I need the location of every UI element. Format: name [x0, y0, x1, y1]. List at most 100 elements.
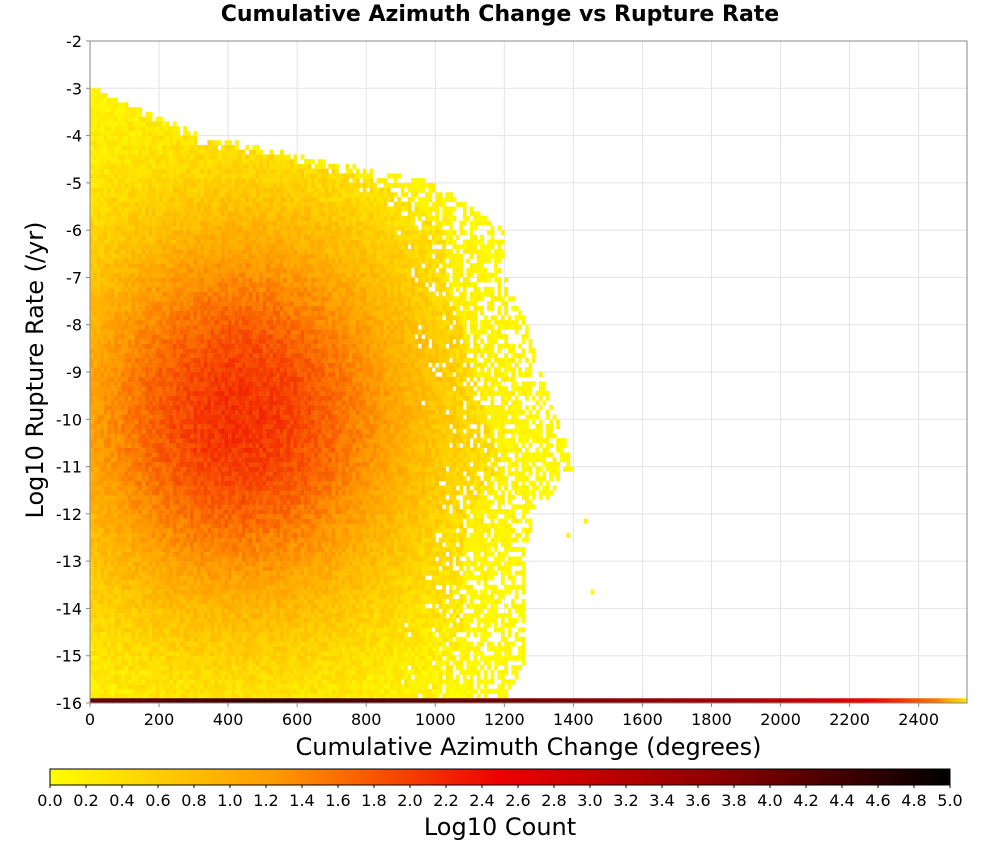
heatmap-bin: [328, 665, 332, 671]
heatmap-bin: [255, 646, 260, 652]
heatmap-bin: [310, 551, 315, 557]
heatmap-bin: [455, 551, 460, 557]
heatmap-bin: [321, 575, 326, 581]
heatmap-bin: [487, 617, 491, 623]
heatmap-bin: [366, 608, 370, 614]
heatmap-bin: [127, 570, 132, 576]
heatmap-bin: [390, 499, 395, 505]
heatmap-bin: [511, 513, 515, 519]
heatmap-bin: [224, 556, 229, 562]
heatmap-bin: [483, 613, 488, 619]
heatmap-bin: [172, 565, 177, 571]
heatmap-bin: [507, 650, 512, 657]
heatmap-bin: [176, 528, 181, 534]
heatmap-bin: [404, 565, 408, 571]
heatmap-bin: [352, 589, 357, 595]
heatmap-bin: [355, 598, 360, 604]
heatmap-bin: [148, 622, 153, 628]
heatmap-bin: [380, 561, 384, 567]
heatmap-bin: [110, 513, 115, 519]
heatmap-bin: [93, 518, 98, 524]
heatmap-bin: [138, 665, 143, 671]
heatmap-bin: [262, 613, 267, 619]
heatmap-bin: [483, 570, 488, 576]
heatmap-bin: [404, 523, 408, 529]
heatmap-bin: [169, 509, 174, 515]
heatmap-bin: [428, 636, 433, 642]
heatmap-bin: [190, 632, 194, 638]
heatmap-bin: [221, 684, 225, 690]
heatmap-bin: [238, 542, 243, 548]
heatmap-bin: [314, 570, 319, 576]
heatmap-bin: [207, 693, 212, 699]
heatmap-bin: [93, 650, 98, 657]
heatmap-bin: [169, 542, 174, 548]
heatmap-bin: [131, 660, 136, 666]
heatmap-bin: [418, 622, 422, 628]
heatmap-bin: [297, 565, 301, 571]
heatmap-bin: [438, 528, 443, 534]
heatmap-bin: [480, 655, 484, 661]
heatmap-bin: [259, 636, 263, 642]
heatmap-bin: [297, 509, 301, 515]
heatmap-bin: [393, 509, 398, 515]
heatmap-bin: [407, 499, 412, 505]
heatmap-bin: [197, 570, 201, 576]
heatmap-bin: [390, 613, 395, 619]
heatmap-bin: [428, 660, 433, 666]
heatmap-bin: [300, 584, 305, 590]
heatmap-bin: [304, 665, 308, 671]
heatmap-bin: [331, 561, 336, 567]
heatmap-bin: [442, 556, 446, 562]
heatmap-bin: [241, 632, 246, 638]
heatmap-bin: [304, 532, 308, 538]
heatmap-bin: [290, 509, 295, 515]
heatmap-bin: [473, 632, 478, 638]
heatmap-bin: [317, 608, 322, 614]
heatmap-bin: [355, 584, 360, 590]
heatmap-bin: [134, 655, 139, 661]
heatmap-bin: [159, 650, 163, 657]
heatmap-bin: [314, 665, 319, 671]
heatmap-bin: [248, 646, 253, 652]
heatmap-bin: [355, 665, 360, 671]
heatmap-bin: [366, 594, 370, 600]
heatmap-bin: [203, 669, 208, 675]
heatmap-bin: [131, 532, 136, 538]
heatmap-bin: [152, 613, 156, 619]
heatmap-bin: [96, 632, 101, 638]
heatmap-bin: [245, 674, 250, 680]
heatmap-bin: [424, 589, 429, 595]
heatmap-bin: [207, 504, 212, 510]
heatmap-bin: [186, 565, 191, 571]
heatmap-bin: [228, 641, 232, 647]
heatmap-bin: [297, 641, 301, 647]
heatmap-bin: [272, 580, 277, 586]
heatmap-bin: [435, 636, 440, 642]
heatmap-bin: [514, 674, 519, 680]
heatmap-bin: [231, 613, 236, 619]
heatmap-bin: [286, 513, 291, 519]
heatmap-bin: [304, 537, 308, 543]
heatmap-bin: [186, 636, 191, 642]
heatmap-bin: [355, 542, 360, 548]
heatmap-bin: [449, 528, 453, 534]
heatmap-bin: [459, 537, 464, 543]
heatmap-bin: [238, 660, 243, 666]
heatmap-bin: [100, 679, 105, 685]
heatmap-bin: [279, 646, 284, 652]
heatmap-bin: [411, 598, 415, 604]
heatmap-bin: [169, 584, 174, 590]
heatmap-bin: [386, 504, 391, 510]
heatmap-bin: [241, 679, 246, 685]
heatmap-bin: [359, 561, 364, 567]
heatmap-bin: [331, 617, 336, 623]
heatmap-bin: [487, 528, 491, 534]
heatmap-bin: [221, 660, 225, 666]
heatmap-bin: [435, 598, 440, 604]
heatmap-bin: [238, 561, 243, 567]
heatmap-bin: [276, 636, 281, 642]
heatmap-bin: [193, 561, 198, 567]
heatmap-bin: [438, 632, 443, 638]
heatmap-bin: [400, 513, 405, 519]
